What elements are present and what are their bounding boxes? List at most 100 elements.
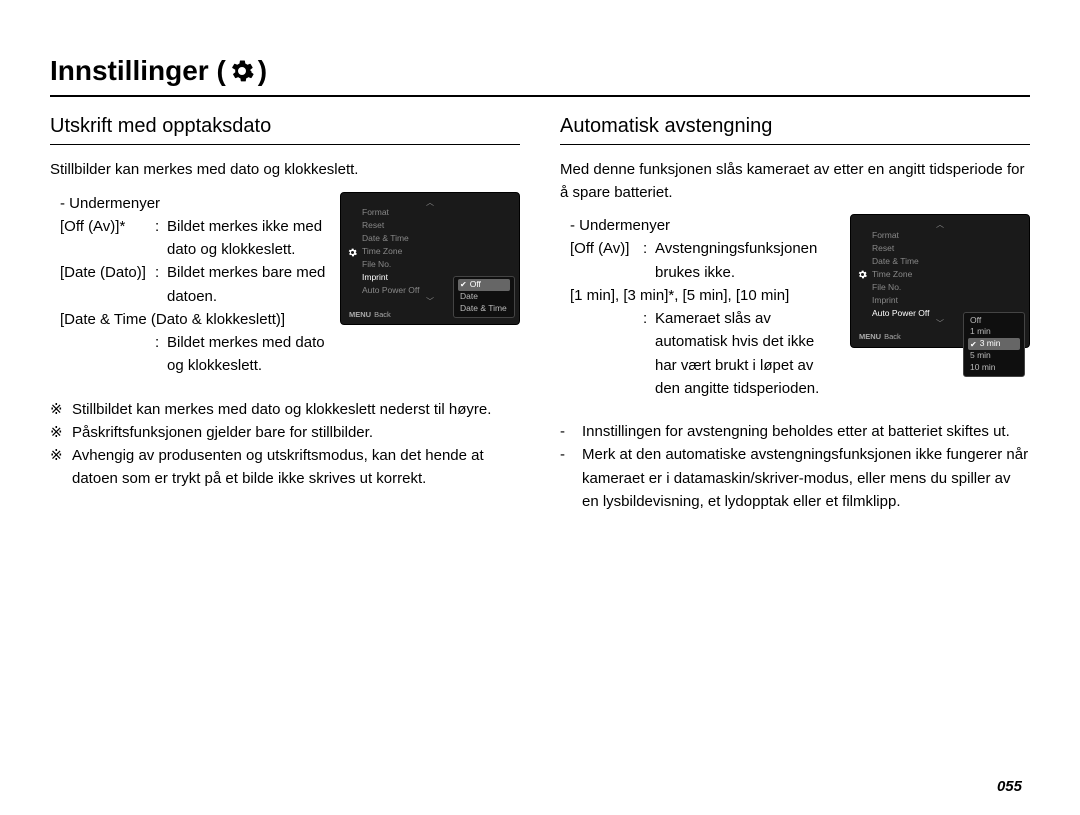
spacer bbox=[570, 307, 643, 400]
lcd-popup-item: Off bbox=[968, 315, 1020, 327]
colon: : bbox=[155, 215, 167, 262]
lcd-row: Date & Time bbox=[347, 233, 513, 246]
note: ※Avhengig av produsenten og utskriftsmod… bbox=[50, 444, 520, 491]
opt-label: [Off (Av)] bbox=[570, 237, 643, 284]
note-mark: ※ bbox=[50, 421, 72, 444]
menu-icon: MENU bbox=[349, 310, 371, 321]
lcd-popup-item: 1 min bbox=[968, 326, 1020, 338]
back-label: Back bbox=[374, 310, 391, 321]
section-heading-left: Utskrift med opptaksdato bbox=[50, 115, 520, 145]
left-submenu-text: - Undermenyer [Off (Av)]* : Bildet merke… bbox=[50, 192, 328, 378]
lcd-item-label: Date & Time bbox=[872, 256, 940, 268]
lcd-popup: Off1 min✔3 min5 min10 min bbox=[963, 312, 1025, 377]
lcd-item-label: Imprint bbox=[362, 272, 430, 284]
content-columns: Utskrift med opptaksdato Stillbilder kan… bbox=[50, 115, 1030, 513]
lcd-popup-item: ✔3 min bbox=[968, 338, 1020, 350]
left-notes: ※Stillbildet kan merkes med dato og klok… bbox=[50, 398, 520, 491]
chevron-up-icon: ︿ bbox=[857, 221, 1023, 229]
note-text: Avhengig av produsenten og utskriftsmodu… bbox=[72, 444, 520, 491]
opt-desc: Avstengningsfunksjonen brukes ikke. bbox=[655, 237, 838, 284]
lcd-item-label: Reset bbox=[872, 243, 940, 255]
lcd-row: Reset bbox=[347, 220, 513, 233]
lcd-item-label: Imprint bbox=[872, 295, 940, 307]
note: ※Stillbildet kan merkes med dato og klok… bbox=[50, 398, 520, 421]
colon: : bbox=[643, 237, 655, 284]
back-label: Back bbox=[884, 332, 901, 343]
intro-right: Med denne funksjonen slås kameraet av et… bbox=[560, 159, 1030, 204]
lcd-item-label: Time Zone bbox=[362, 246, 430, 258]
lcd-item-label: File No. bbox=[872, 282, 940, 294]
opt-datetime-label: [Date & Time (Dato & klokkeslett)] bbox=[50, 308, 328, 331]
lcd-row: File No. bbox=[857, 281, 1023, 294]
opt-desc: Bildet merkes bare med datoen. bbox=[167, 261, 328, 308]
opt-off: [Off (Av)]* : Bildet merkes ikke med dat… bbox=[50, 215, 328, 262]
opt-desc: Bildet merkes ikke med dato og klokkesle… bbox=[167, 215, 328, 262]
lcd-popup-item: 10 min bbox=[968, 362, 1020, 374]
lcd-row: Time Zone bbox=[857, 268, 1023, 281]
submenu-label: - Undermenyer bbox=[50, 192, 328, 215]
dash: - bbox=[560, 443, 582, 513]
dash: - bbox=[560, 420, 582, 443]
spacer bbox=[60, 331, 155, 378]
opt-times: : Kameraet slås av automatisk hvis det i… bbox=[560, 307, 838, 400]
section-heading-right: Automatisk avstengning bbox=[560, 115, 1030, 145]
gear-icon bbox=[347, 248, 357, 257]
right-submenu-text: - Undermenyer [Off (Av)] : Avstengningsf… bbox=[560, 214, 838, 400]
check-icon: ✔ bbox=[460, 279, 467, 290]
opt-off: [Off (Av)] : Avstengningsfunksjonen bruk… bbox=[560, 237, 838, 284]
lcd-row: Reset bbox=[857, 242, 1023, 255]
lcd-item-label: Time Zone bbox=[872, 269, 940, 281]
camera-lcd-left: ︿ FormatResetDate & TimeTime ZoneFile No… bbox=[340, 192, 520, 326]
submenu-label: - Undermenyer bbox=[560, 214, 838, 237]
check-icon: ✔ bbox=[970, 339, 977, 350]
lcd-row: Date & Time bbox=[857, 255, 1023, 268]
page-title: Innstillinger ( ) bbox=[50, 55, 1030, 97]
note-text: Merk at den automatiske avstengningsfunk… bbox=[582, 443, 1030, 513]
opt-times-label: [1 min], [3 min]*, [5 min], [10 min] bbox=[560, 284, 838, 307]
lcd-item-label: File No. bbox=[362, 259, 430, 271]
note-mark: ※ bbox=[50, 444, 72, 491]
page-number: 055 bbox=[997, 778, 1022, 795]
opt-desc: Bildet merkes med dato og klokkeslett. bbox=[167, 331, 328, 378]
left-submenu-area: - Undermenyer [Off (Av)]* : Bildet merke… bbox=[50, 192, 520, 378]
note: -Innstillingen for avstengning beholdes … bbox=[560, 420, 1030, 443]
opt-datetime: : Bildet merkes med dato og klokkeslett. bbox=[50, 331, 328, 378]
note-mark: ※ bbox=[50, 398, 72, 421]
lcd-item-label: Auto Power Off bbox=[872, 308, 940, 320]
note: -Merk at den automatiske avstengningsfun… bbox=[560, 443, 1030, 513]
lcd-row: Time Zone bbox=[347, 246, 513, 259]
note-text: Stillbildet kan merkes med dato og klokk… bbox=[72, 398, 520, 421]
left-column: Utskrift med opptaksdato Stillbilder kan… bbox=[50, 115, 520, 513]
colon: : bbox=[155, 331, 167, 378]
intro-left: Stillbilder kan merkes med dato og klokk… bbox=[50, 159, 520, 182]
colon: : bbox=[155, 261, 167, 308]
opt-label: [Date (Dato)] bbox=[60, 261, 155, 308]
opt-desc: Kameraet slås av automatisk hvis det ikk… bbox=[655, 307, 838, 400]
lcd-popup-item: ✔Off bbox=[458, 279, 510, 291]
note: ※Påskriftsfunksjonen gjelder bare for st… bbox=[50, 421, 520, 444]
menu-icon: MENU bbox=[859, 332, 881, 343]
lcd-item-label: Reset bbox=[362, 220, 430, 232]
title-suffix: ) bbox=[258, 55, 267, 87]
lcd-row: Format bbox=[857, 229, 1023, 242]
gear-icon bbox=[230, 59, 254, 83]
right-submenu-area: - Undermenyer [Off (Av)] : Avstengningsf… bbox=[560, 214, 1030, 400]
chevron-up-icon: ︿ bbox=[347, 199, 513, 207]
right-notes: -Innstillingen for avstengning beholdes … bbox=[560, 420, 1030, 513]
right-column: Automatisk avstengning Med denne funksjo… bbox=[560, 115, 1030, 513]
lcd-row: Imprint✔OffDateDate & Time bbox=[347, 272, 513, 285]
colon: : bbox=[643, 307, 655, 400]
lcd-row: Format bbox=[347, 207, 513, 220]
note-text: Innstillingen for avstengning beholdes e… bbox=[582, 420, 1030, 443]
lcd-item-label: Date & Time bbox=[362, 233, 430, 245]
opt-label: [Off (Av)]* bbox=[60, 215, 155, 262]
lcd-popup: ✔OffDateDate & Time bbox=[453, 276, 515, 318]
gear-icon bbox=[857, 270, 867, 279]
camera-lcd-right: ︿ FormatResetDate & TimeTime ZoneFile No… bbox=[850, 214, 1030, 348]
title-prefix: Innstillinger ( bbox=[50, 55, 226, 87]
lcd-item-label: Auto Power Off bbox=[362, 285, 430, 297]
lcd-item-label: Format bbox=[872, 230, 940, 242]
lcd-item-label: Format bbox=[362, 207, 430, 219]
note-text: Påskriftsfunksjonen gjelder bare for sti… bbox=[72, 421, 520, 444]
lcd-row: Imprint bbox=[857, 294, 1023, 307]
